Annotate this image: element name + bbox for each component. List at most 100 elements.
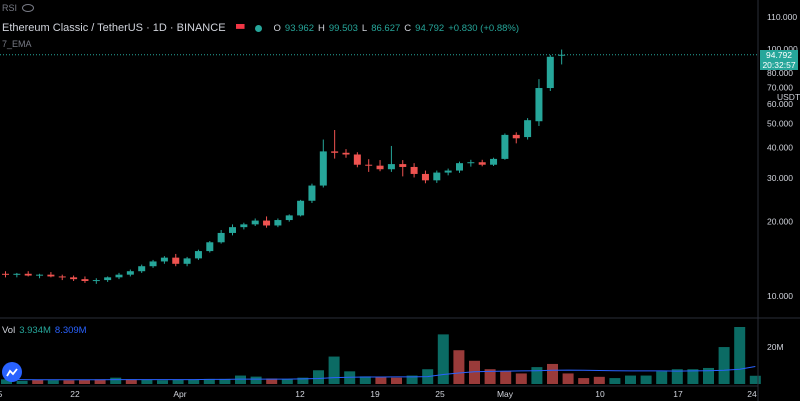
candle-body [126,271,134,275]
volume-bar [157,380,168,384]
candle-body [387,164,395,170]
flag-icon[interactable] [235,23,245,29]
candle-body [478,162,486,165]
low-label: L [361,22,368,34]
time-tick-label: 19 [370,389,380,399]
candle-body [444,170,452,173]
tradingview-logo-icon[interactable] [2,362,22,382]
volume-bar [687,369,699,384]
candle-body [297,200,305,216]
candle-body [58,276,66,278]
candle-body [433,172,441,181]
close-value: 94.792 [415,22,445,34]
volume-bar [406,375,418,384]
volume-bar [188,379,200,384]
price-axis-currency: USDT [777,92,800,102]
candle-body [206,242,214,252]
candle-body [229,227,236,233]
volume-bar [609,378,621,384]
candle-body [149,261,157,267]
volume-bar [453,350,465,384]
candle-body [217,232,225,243]
rsi-indicator-legend[interactable]: RSI [2,3,35,13]
candle-body [2,273,9,275]
volume-bar [1,379,12,384]
ema-indicator-legend[interactable]: 7_EMA [2,39,32,49]
change-value: +0.830 (+0.88%) [448,22,519,34]
candle-body [399,164,407,167]
volume-bar [110,377,122,384]
volume-ma-line [6,365,756,381]
volume-bar [500,371,512,384]
time-tick-label: 17 [673,389,683,399]
volume-bar [437,334,449,384]
volume-bar [734,327,746,384]
candle-body [308,185,316,201]
volume-value: 3.934M [19,325,51,336]
volume-series [1,327,761,384]
candle-body [558,54,566,56]
volume-bar [625,375,636,384]
candle-body [92,280,100,282]
volume-bar [656,371,668,384]
volume-bar [593,376,605,384]
time-axis-ticks: 5 22 Apr 12 19 25 May 10 17 24 [0,389,757,399]
volume-bar [359,376,371,384]
volume-bar [531,367,543,384]
candle-body [421,173,429,181]
last-price-label: 94.792 20:32:57 [760,49,798,70]
volume-bar [640,375,652,384]
volume-bar [266,378,278,384]
volume-legend[interactable]: Vol 3.934M 8.309M [2,325,87,336]
volume-bar [235,375,246,384]
candle-body [524,120,532,138]
volume-bar [749,375,761,384]
volume-bar [391,377,402,384]
symbol-title[interactable]: Ethereum Classic / TetherUS · 1D · BINAN… [2,22,226,34]
candle-body [251,220,259,225]
candle-body [319,151,327,186]
volume-bar [718,347,730,384]
candle-body [331,151,339,153]
volume-bar [313,370,324,384]
ema-label: 7_EMA [2,39,32,49]
volume-bar [79,379,90,384]
volume-bar [32,379,44,384]
candle-body [13,273,21,275]
price-tick-label: 50.000 [767,118,793,128]
close-label: C [404,22,412,34]
candle-body [70,277,78,280]
volume-bar [219,378,231,384]
candle-body [36,274,44,276]
symbol-legend[interactable]: Ethereum Classic / TetherUS · 1D · BINAN… [2,22,519,34]
volume-bar [671,369,683,384]
volume-bar [203,378,215,384]
candle-body [546,56,554,89]
candle-body [501,134,509,159]
eye-icon[interactable] [22,4,35,12]
candle-body [467,162,475,164]
volume-bar [515,373,527,384]
time-tick-label: 22 [70,389,80,399]
price-tick-label: 30.000 [767,173,793,183]
candle-body [456,163,463,171]
price-axis-ticks: 110.000100.00090.00080.00070.00060.00050… [767,12,800,301]
candle-body [535,88,543,122]
candle-body [263,220,271,226]
open-value: 93.962 [284,22,314,34]
rsi-label: RSI [2,3,18,13]
volume-bar [250,376,262,384]
volume-bar [47,380,59,384]
candle-body [81,279,89,282]
volume-ma-value: 8.309M [54,325,87,336]
volume-bar [16,380,28,384]
time-tick-label: Apr [173,389,186,399]
candle-body [138,266,146,272]
candle-body [410,166,418,174]
volume-bar [94,379,106,384]
volume-bar [703,367,714,384]
candle-body [512,134,520,139]
market-status-icon [254,24,262,32]
